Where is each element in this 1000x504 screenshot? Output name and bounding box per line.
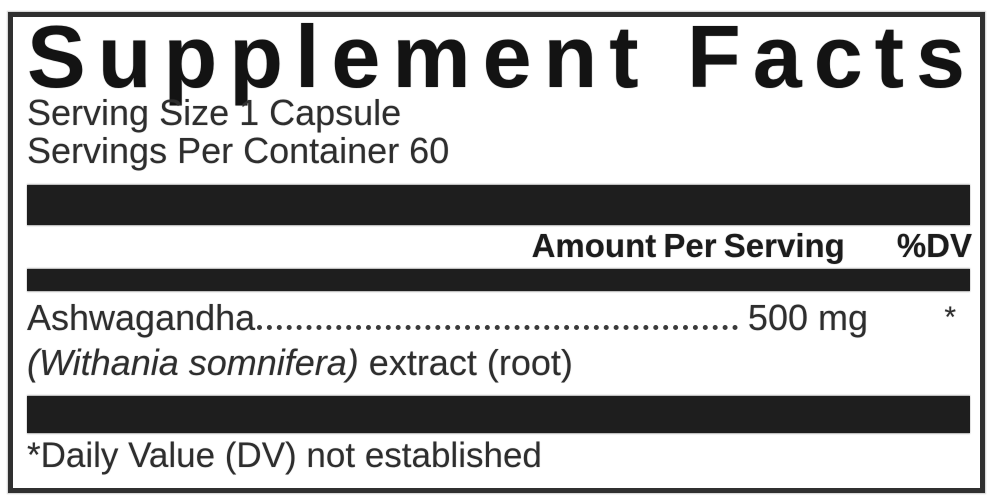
amount-per-serving-header: Amount Per Serving bbox=[531, 227, 845, 264]
supplement-facts-panel: Supplement Facts Serving Size 1 Capsule … bbox=[8, 7, 985, 493]
dot-leader bbox=[257, 325, 738, 330]
footnote-text: *Daily Value (DV) not established bbox=[27, 436, 542, 475]
panel-title: Supplement Facts bbox=[27, 7, 977, 106]
divider-bar-thick-top bbox=[27, 185, 970, 225]
ingredient-amount: 500 mg bbox=[747, 297, 868, 338]
botanical-name: (Withania somnifera) bbox=[27, 342, 359, 383]
servings-per-container-text: Servings Per Container 60 bbox=[27, 130, 450, 171]
divider-bar-thick-bottom bbox=[27, 396, 970, 433]
ingredient-name: Ashwagandha bbox=[27, 297, 256, 338]
ingredient-daily-value: * bbox=[944, 301, 956, 334]
serving-size-text: Serving Size 1 Capsule bbox=[27, 92, 402, 133]
ingredient-description: (Withania somnifera) extract (root) bbox=[27, 343, 573, 383]
ingredient-row: Ashwagandha 500 mg * bbox=[27, 298, 972, 338]
column-header-row: Amount Per Serving %DV bbox=[27, 227, 972, 265]
ingredient-description-suffix: extract (root) bbox=[358, 342, 573, 383]
divider-bar-medium bbox=[27, 269, 970, 291]
daily-value-header: %DV bbox=[896, 227, 972, 264]
